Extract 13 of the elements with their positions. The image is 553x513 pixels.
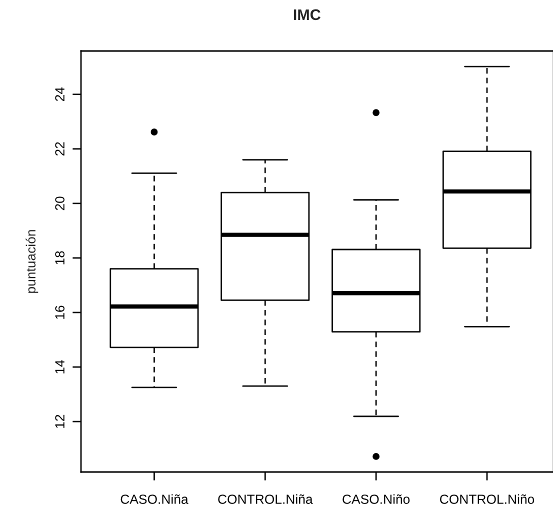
x-tick-label: CONTROL.Niña xyxy=(218,494,313,504)
x-tick-label: CONTROL.Niño xyxy=(440,494,534,504)
chart-title: IMC xyxy=(294,9,320,20)
x-tick-label: CASO.Niña xyxy=(120,494,188,504)
y-tick-label: 12 xyxy=(55,414,64,428)
y-tick-label: 14 xyxy=(55,360,64,374)
y-axis-title: puntuación xyxy=(26,230,38,293)
y-tick-label: 18 xyxy=(55,251,65,264)
x-tick-label: CASO.Niño xyxy=(342,494,410,504)
y-tick-label: 20 xyxy=(55,196,65,210)
y-tick-label: 16 xyxy=(55,306,65,319)
y-tick-label: 24 xyxy=(55,87,64,102)
y-tick-label: 22 xyxy=(55,142,64,156)
